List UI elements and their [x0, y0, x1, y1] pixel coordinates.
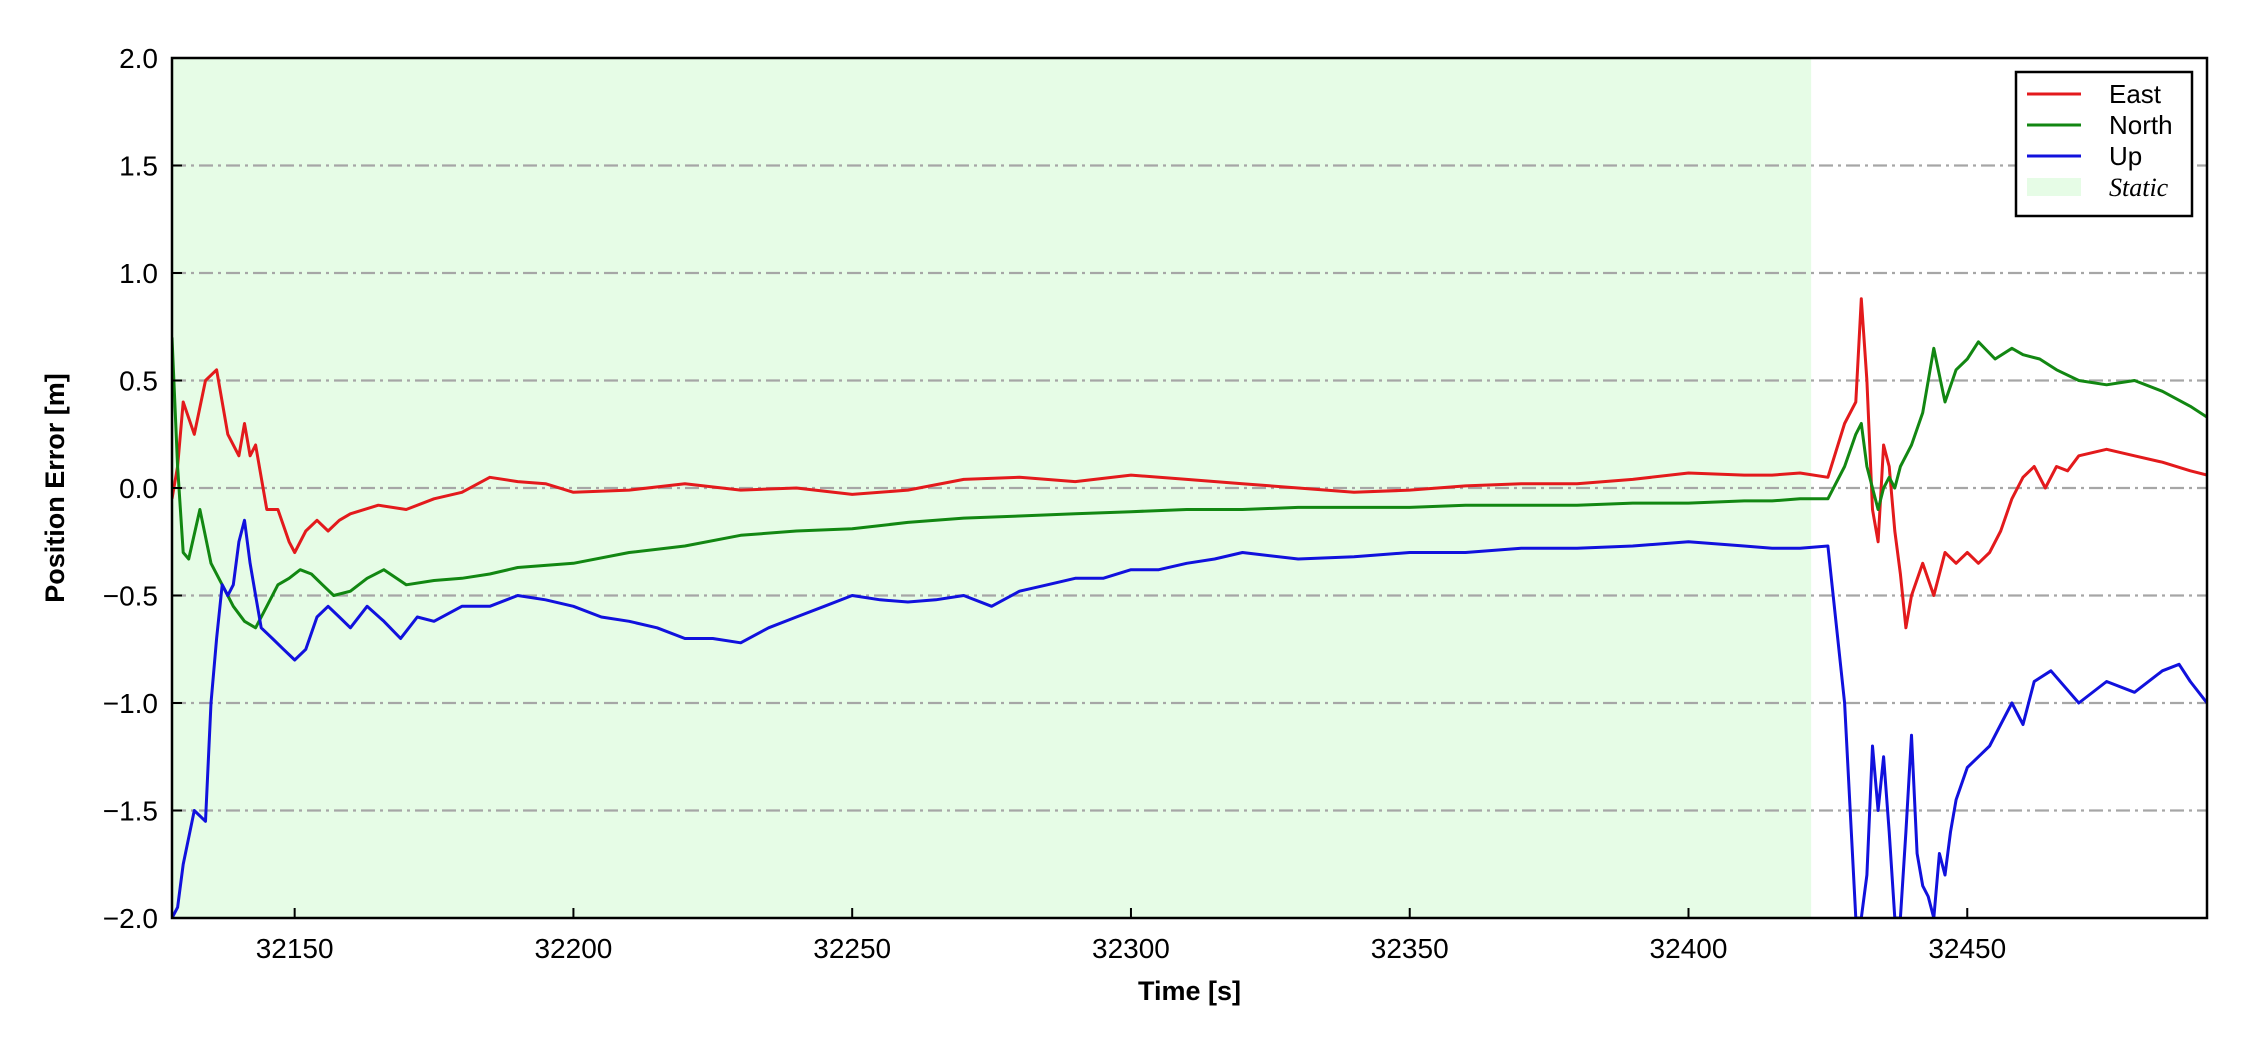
series-line-up [172, 518, 2207, 918]
legend-label-up: Up [2109, 141, 2142, 171]
series-line-east [172, 297, 2207, 630]
y-tick-label: −1.0 [103, 688, 158, 719]
y-tick-label: −1.5 [103, 796, 158, 827]
x-axis-title: Time [s] [1138, 976, 1241, 1006]
x-tick-label: 32250 [813, 933, 891, 964]
y-tick-label: 0.5 [119, 366, 158, 397]
y-axis-title: Position Error [m] [40, 373, 70, 603]
y-tick-label: −0.5 [103, 581, 158, 612]
series-line-north [172, 337, 2207, 630]
y-tick-label: −2.0 [103, 903, 158, 934]
legend-label-north: North [2109, 110, 2173, 140]
x-tick-label: 32450 [1928, 933, 2006, 964]
legend-label-static: Static [2109, 173, 2169, 202]
x-tick-label: 32350 [1371, 933, 1449, 964]
x-tick-label: 32200 [534, 933, 612, 964]
y-tick-label: 1.5 [119, 151, 158, 182]
legend-label-east: East [2109, 79, 2162, 109]
x-tick-label: 32150 [256, 933, 334, 964]
legend-swatch-static [2027, 178, 2081, 196]
x-tick-label: 32300 [1092, 933, 1170, 964]
x-tick-label: 32400 [1650, 933, 1728, 964]
y-tick-label: 0.0 [119, 473, 158, 504]
y-tick-label: 2.0 [119, 43, 158, 74]
y-tick-label: 1.0 [119, 258, 158, 289]
